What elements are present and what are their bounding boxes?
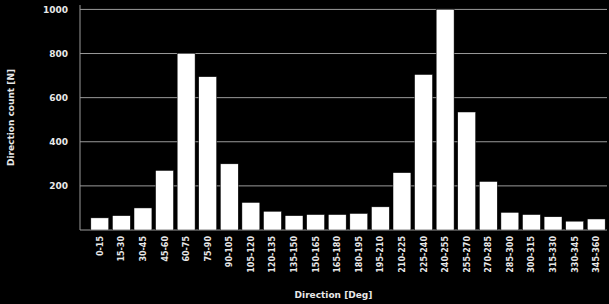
y-tick-label: 200 (49, 181, 68, 191)
grid-line (80, 141, 607, 142)
grid-line (80, 53, 607, 54)
chart-root: 200 400 600 800 1000 0-15 15-30 30-45 45-60 60-75… (0, 0, 609, 304)
y-axis-title: Direction count [N] (6, 69, 16, 166)
x-tick-label: 0-15 (96, 236, 105, 256)
bar (134, 208, 152, 230)
y-axis-line (80, 5, 81, 230)
bar (242, 202, 260, 230)
x-tick-label: 165-180 (333, 236, 342, 273)
x-tick-label: 225-240 (420, 236, 429, 273)
x-tick-label: 345-360 (592, 236, 601, 273)
x-tick-label: 330-345 (571, 236, 580, 273)
x-tick-label: 45-60 (161, 236, 170, 262)
bar (371, 207, 389, 230)
bar (544, 217, 562, 230)
bar (479, 181, 497, 230)
grid-line (80, 97, 607, 98)
bar (285, 216, 303, 230)
y-tick-label: 800 (49, 49, 68, 59)
x-tick-label: 285-300 (506, 236, 515, 273)
x-tick-label: 90-105 (225, 236, 234, 268)
y-tick-label: 1000 (43, 5, 68, 15)
y-tick-label: 600 (49, 93, 68, 103)
grid-line (80, 9, 607, 10)
bar (220, 164, 238, 230)
bar (177, 54, 195, 230)
bar (199, 77, 217, 230)
x-tick-label: 30-45 (139, 236, 148, 262)
chart-svg: 200 400 600 800 1000 0-15 15-30 30-45 45-60 60-75… (0, 0, 609, 304)
bar (587, 219, 605, 230)
x-tick-label: 255-270 (463, 236, 472, 273)
bar (264, 211, 282, 230)
x-tick-label: 210-225 (398, 236, 407, 273)
bar (112, 216, 130, 230)
x-tick-label: 270-285 (484, 236, 493, 273)
bar (436, 9, 454, 230)
x-tick-label: 15-30 (117, 236, 126, 262)
bar (458, 112, 476, 230)
x-axis-title: Direction [Deg] (295, 290, 373, 300)
x-tick-label: 120-135 (268, 236, 277, 273)
bar (393, 173, 411, 230)
bars (91, 9, 605, 230)
x-tick-label: 240-255 (441, 236, 450, 273)
bar (415, 74, 433, 230)
bar (91, 218, 109, 230)
x-tick-label: 315-330 (549, 236, 558, 273)
x-tick-label: 150-165 (312, 236, 321, 273)
bar (307, 215, 325, 230)
bar (523, 215, 541, 230)
x-tick-label: 135-150 (290, 236, 299, 273)
y-tick-label: 400 (49, 137, 68, 147)
x-tick-label: 300-315 (527, 236, 536, 273)
bar (156, 170, 174, 230)
bar (501, 212, 519, 230)
bar (328, 215, 346, 230)
bar (350, 213, 368, 230)
x-tick-label: 105-120 (247, 236, 256, 273)
x-tick-label: 75-90 (204, 236, 213, 262)
bar (566, 221, 584, 230)
x-tick-label: 195-210 (376, 236, 385, 273)
x-tick-label: 60-75 (182, 236, 191, 262)
x-tick-label: 180-195 (355, 236, 364, 273)
